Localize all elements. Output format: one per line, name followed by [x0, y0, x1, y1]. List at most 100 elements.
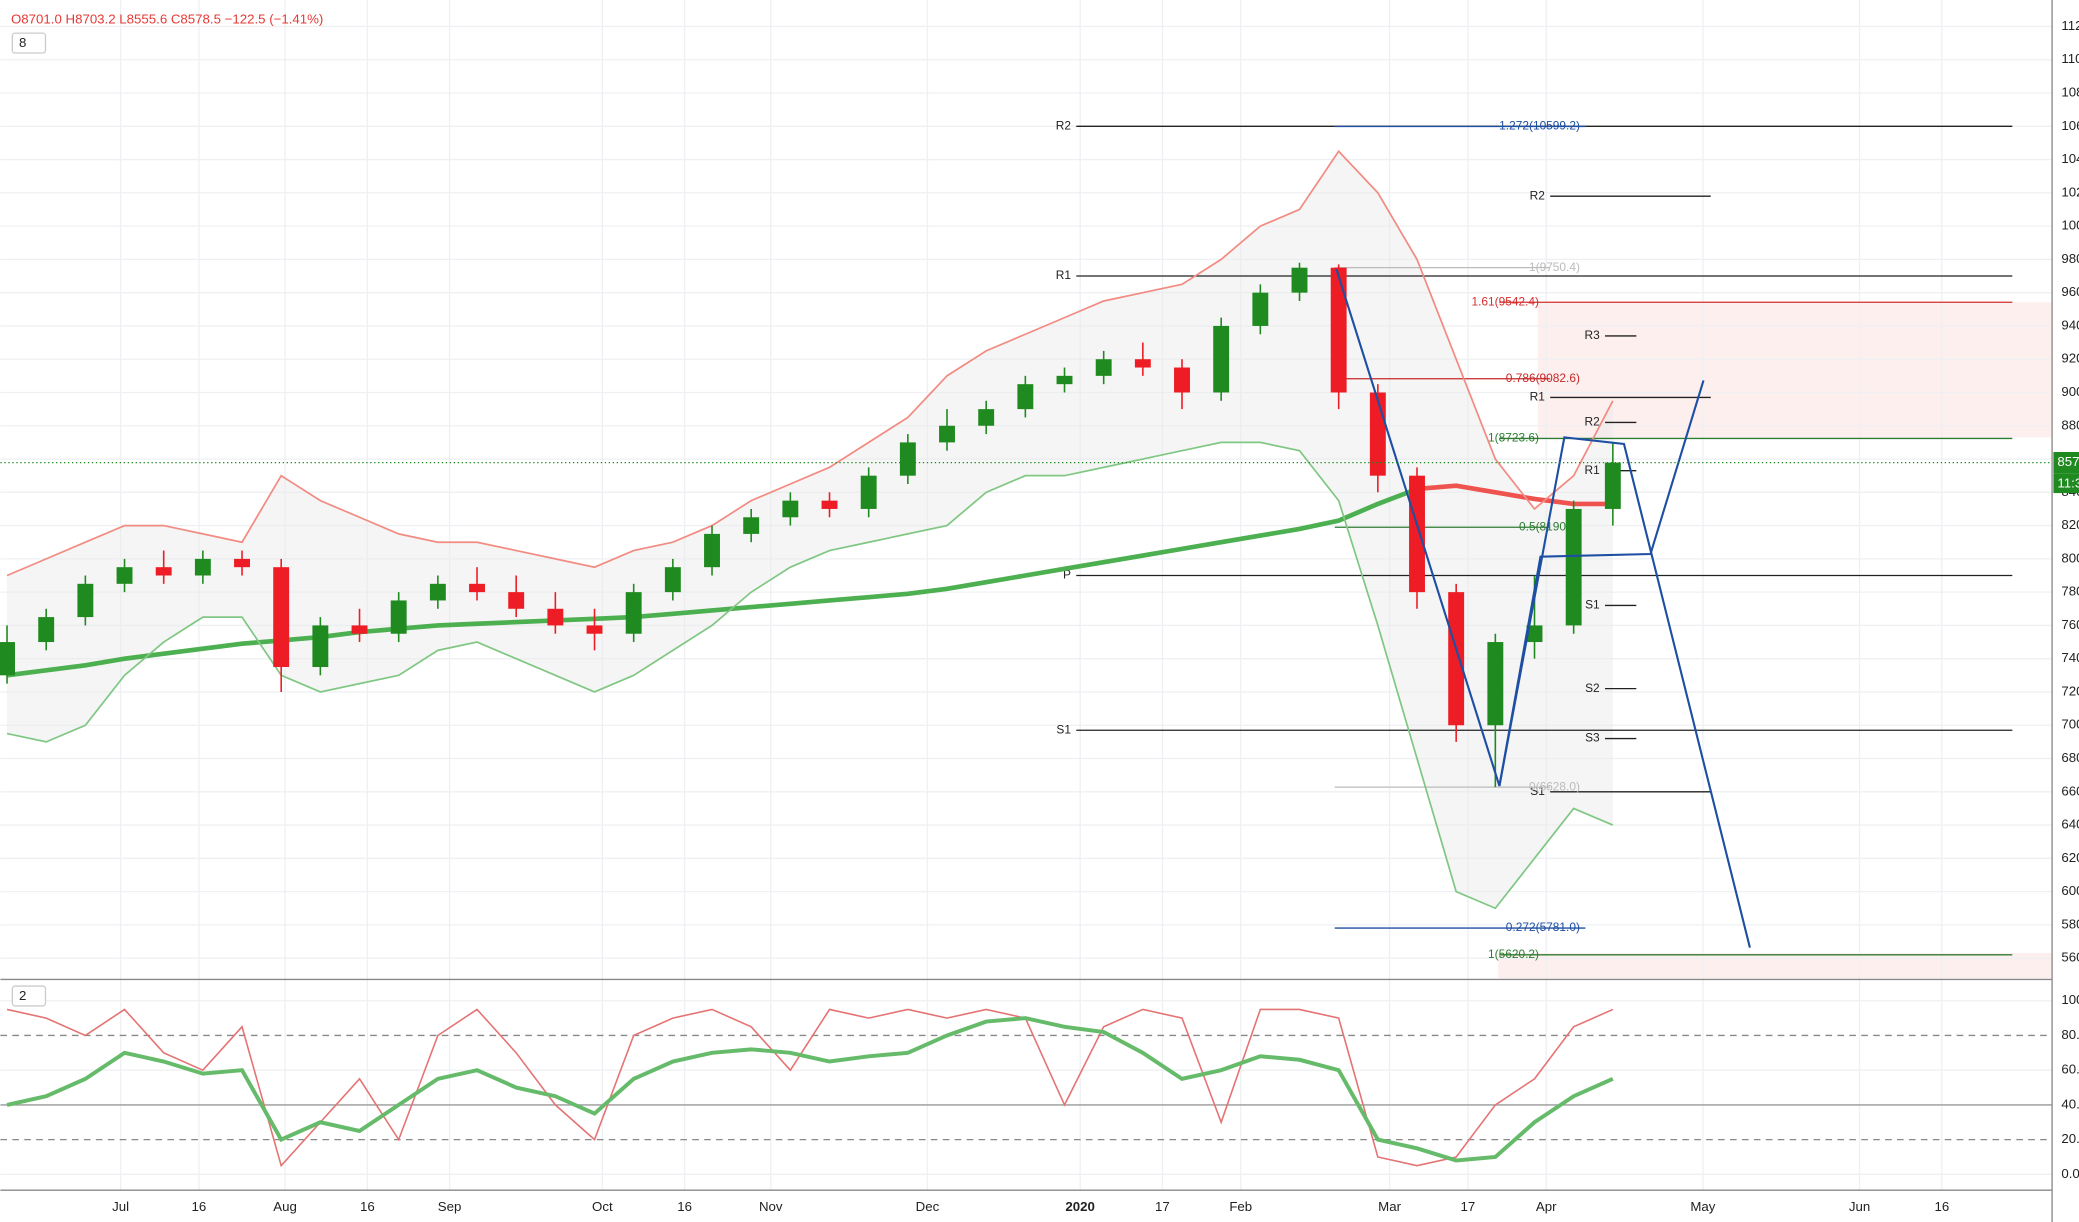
pivot-label: S1 [1585, 598, 1600, 612]
countdown-label: 11:32:39 [2057, 475, 2079, 490]
x-tick-label: Jun [1849, 1199, 1870, 1214]
y-tick-label: 6800.0 [2061, 750, 2079, 765]
pattern-drawing [1335, 268, 1751, 948]
x-tick-label: 16 [677, 1199, 692, 1214]
candle-body [1291, 267, 1308, 293]
y-tick-label: 9000.0 [2061, 384, 2079, 399]
candle-body [508, 592, 525, 609]
candle-body [586, 625, 603, 634]
x-tick-label: 16 [192, 1199, 207, 1214]
candle-body [0, 642, 15, 676]
y-tick-label: 10600.0 [2061, 118, 2079, 133]
y-tick-label: 9200.0 [2061, 351, 2079, 366]
candle-body [312, 625, 329, 668]
candle-body [782, 500, 799, 518]
y-tick-label: 6200.0 [2061, 850, 2079, 865]
candle-body [1095, 359, 1112, 376]
pivot-label: R1 [1530, 390, 1546, 404]
pattern-drawing [1498, 380, 1705, 787]
candle-body [1056, 375, 1073, 385]
candle-body [664, 567, 681, 593]
x-tick-label: Aug [273, 1199, 297, 1214]
candle-body [1565, 508, 1582, 626]
x-tick-label: 17 [1461, 1199, 1476, 1214]
x-tick-label: 16 [1934, 1199, 1949, 1214]
candle-body [273, 567, 290, 668]
pivot-label: S1 [1056, 722, 1071, 736]
candle-body [547, 608, 564, 626]
y-tick-label: 8800.0 [2061, 417, 2079, 432]
pivot-label: R3 [1584, 328, 1600, 342]
x-tick-label: Feb [1229, 1199, 1252, 1214]
y-tick-label: 10400.0 [2061, 151, 2079, 166]
oscillator-pane [6, 1008, 1614, 1168]
candle-body [625, 592, 642, 634]
pane-toggle[interactable] [11, 985, 47, 1007]
pane-toggle[interactable] [11, 32, 47, 54]
candle-body [860, 475, 877, 509]
zone-shade [1498, 952, 2053, 979]
candle-body [704, 533, 720, 568]
fib-label: 1(8723.6) [1488, 431, 1539, 445]
y-tick-label: 10200.0 [2061, 184, 2079, 199]
candle-body [1330, 267, 1347, 393]
candle-body [1448, 592, 1465, 726]
pivot-label: R2 [1530, 188, 1546, 202]
candle-body [1252, 292, 1269, 326]
candle-body [351, 625, 368, 634]
y-tick-label: 9400.0 [2061, 317, 2079, 332]
y-tick-label: 7800.0 [2061, 584, 2079, 599]
series-line [1416, 483, 1613, 507]
y-tick-label: 6000.0 [2061, 883, 2079, 898]
zone-shade [1537, 302, 2053, 438]
x-tick-label: Jul [112, 1199, 129, 1214]
candle-body [77, 583, 94, 618]
pivot-label: R1 [1056, 268, 1072, 282]
y-tick-label: 7200.0 [2061, 683, 2079, 698]
candle-body [1213, 325, 1230, 393]
candle-body [38, 617, 55, 643]
candle-body [1487, 642, 1504, 726]
y-tick-label: 5800.0 [2061, 916, 2079, 931]
pivot-label: S2 [1585, 681, 1600, 695]
fib-label: 1(5620.2) [1488, 947, 1539, 961]
candle-body [1017, 384, 1034, 410]
ohlc-header: O8701.0 H8703.2 L8555.6 C8578.5 −122.5 (… [11, 11, 323, 26]
pivot-label: R2 [1584, 415, 1600, 429]
pane-toggle-label[interactable]: 8 [19, 35, 26, 50]
candle-body [1174, 367, 1190, 393]
y-tick-label: 10000.0 [2061, 218, 2079, 233]
price-tag [2053, 452, 2079, 474]
fib-label: 1.61(9542.4) [1471, 294, 1539, 308]
series-line [6, 1008, 1614, 1168]
x-tick-label: 16 [360, 1199, 375, 1214]
candle-body [390, 600, 407, 634]
x-tick-label: Dec [916, 1199, 940, 1214]
x-tick-label: Oct [592, 1199, 613, 1214]
price-tags: 8578.5 11:32:39 [0, 452, 2079, 494]
fib-label: 1.272(10599.2) [1499, 119, 1580, 133]
candle-body [194, 558, 211, 576]
x-tick-label: Nov [759, 1199, 783, 1214]
candle-body [743, 517, 760, 534]
pane-toggle-label[interactable]: 2 [19, 988, 26, 1003]
candle-body [939, 425, 955, 443]
y-tick-label: 8000.0 [2061, 550, 2079, 565]
y-tick-label: 7000.0 [2061, 717, 2079, 732]
y-tick-label: 6600.0 [2061, 783, 2079, 798]
fib-label: 0(6628.0) [1529, 779, 1580, 793]
y-tick-label: 5600.0 [2061, 950, 2079, 965]
x-tick-label: 17 [1155, 1199, 1170, 1214]
x-tick-label: Sep [438, 1199, 462, 1214]
fib-label: 0.5(8190.1) [1519, 519, 1580, 533]
y-tick-label: 7400.0 [2061, 650, 2079, 665]
pivot-label: R2 [1056, 118, 1072, 132]
y-tick-label: 6400.0 [2061, 817, 2079, 832]
y-tick-label: 7600.0 [2061, 617, 2079, 632]
x-tick-label: 2020 [1065, 1199, 1094, 1214]
candle-body [1134, 359, 1151, 368]
osc-tick-label: 20.00 [2061, 1131, 2079, 1146]
candle-body [1604, 462, 1621, 509]
